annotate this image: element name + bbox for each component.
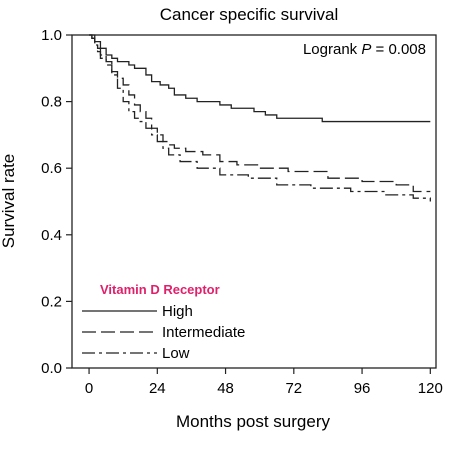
x-tick-label: 72: [285, 380, 302, 397]
legend-label-high: High: [162, 303, 193, 320]
legend-label-low: Low: [162, 345, 190, 362]
y-tick-label: 0.0: [41, 360, 62, 377]
x-tick-label: 120: [418, 380, 443, 397]
x-tick-label: 96: [354, 380, 371, 397]
plot-frame: [71, 34, 437, 369]
legend-label-intermediate: Intermediate: [162, 324, 245, 341]
logrank-annotation: Logrank P = 0.008: [303, 41, 426, 58]
chart-title: Cancer specific survival: [160, 5, 339, 24]
x-tick-label: 48: [217, 380, 234, 397]
y-tick-label: 0.6: [41, 160, 62, 177]
x-axis-label: Months post surgery: [176, 412, 331, 431]
series-line-high: [89, 34, 431, 123]
series-line-intermediate: [89, 34, 431, 193]
y-axis-label: Survival rate: [0, 154, 18, 248]
y-tick-label: 0.2: [41, 293, 62, 310]
y-tick-label: 0.8: [41, 94, 62, 111]
x-tick-label: 0: [85, 380, 93, 397]
legend-title: Vitamin D Receptor: [100, 282, 220, 297]
series-line-low: [89, 34, 431, 202]
x-tick-label: 24: [149, 380, 166, 397]
y-tick-label: 0.4: [41, 227, 62, 244]
y-tick-label: 1.0: [41, 27, 62, 44]
